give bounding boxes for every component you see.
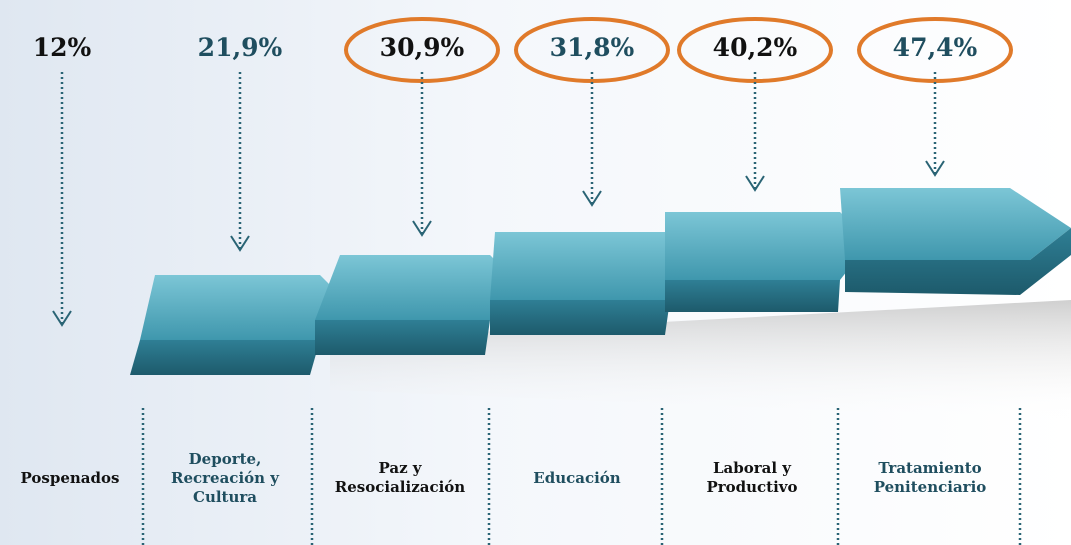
percentage: 30,9% bbox=[379, 33, 465, 62]
category-label: Educación bbox=[533, 468, 621, 487]
highlight-circle bbox=[344, 17, 500, 83]
step bbox=[490, 232, 700, 335]
percentage: 31,8% bbox=[549, 33, 635, 62]
category-label: Pospenados bbox=[20, 468, 120, 487]
highlight-circle bbox=[857, 17, 1013, 83]
arrow-head bbox=[230, 235, 250, 252]
arrow-head bbox=[52, 310, 72, 327]
category-label: Deporte, Recreación y Cultura bbox=[171, 449, 279, 506]
step bbox=[665, 212, 870, 312]
category-label: Tratamiento Penitenciario bbox=[873, 459, 987, 496]
arrow-head bbox=[925, 160, 945, 177]
percentage: 21,9% bbox=[197, 33, 283, 62]
arrow-head bbox=[412, 220, 432, 237]
category-label: Laboral y Productivo bbox=[706, 459, 798, 496]
arrow-head bbox=[582, 190, 602, 207]
category-label: Paz y Resocialización bbox=[334, 459, 466, 496]
highlight-circle bbox=[677, 17, 833, 83]
percentage: 12% bbox=[32, 33, 92, 62]
arrow-head bbox=[745, 175, 765, 192]
percentage: 40,2% bbox=[712, 33, 798, 62]
percentage: 47,4% bbox=[892, 33, 978, 62]
step bbox=[315, 255, 520, 355]
highlight-circle bbox=[514, 17, 670, 83]
step bbox=[130, 275, 350, 375]
step bbox=[840, 188, 1071, 295]
